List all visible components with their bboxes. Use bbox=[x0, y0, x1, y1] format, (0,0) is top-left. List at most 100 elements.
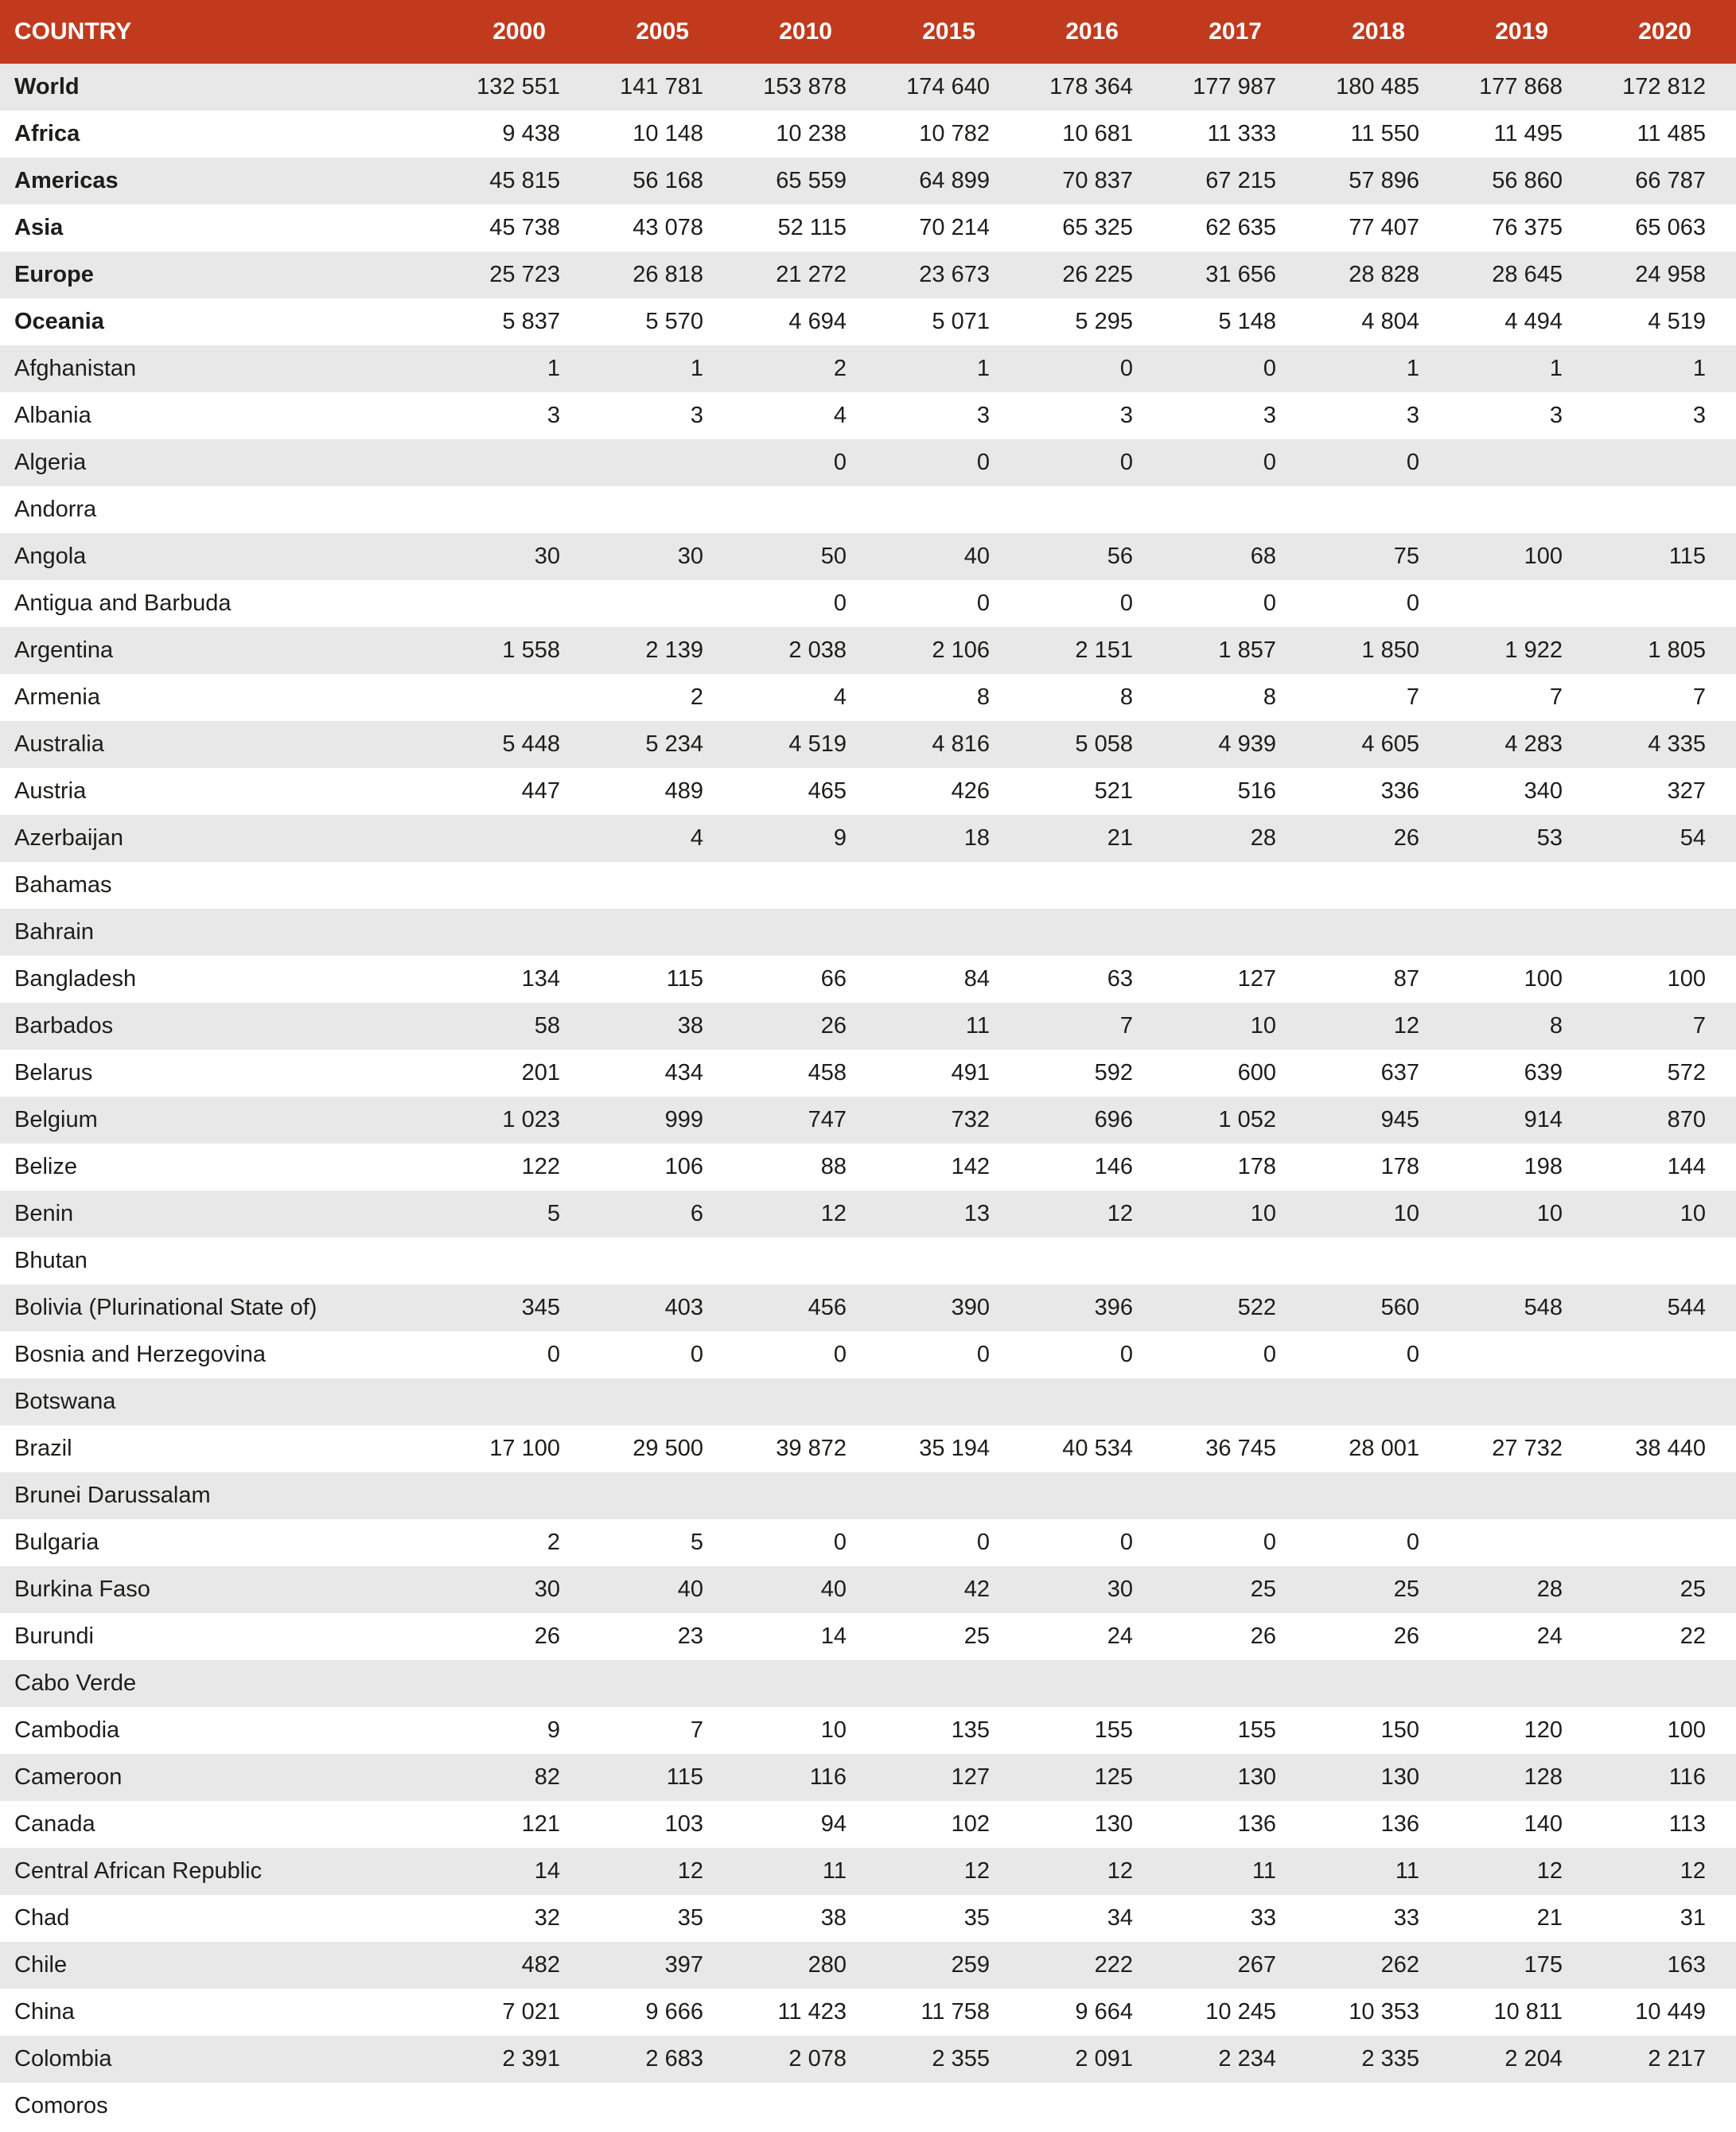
value-cell: 0 bbox=[1119, 356, 1133, 381]
value-cell bbox=[1020, 1237, 1163, 1284]
value-cell: 1 023 bbox=[502, 1107, 560, 1132]
value-cell: 7 bbox=[1692, 1013, 1706, 1039]
value-cell: 0 bbox=[833, 450, 847, 475]
value-cell: 23 bbox=[677, 1623, 703, 1649]
header-year-2005: 2005 bbox=[590, 0, 734, 64]
value-cell: 10 bbox=[820, 1717, 847, 1743]
value-cell: 8 bbox=[1119, 684, 1133, 710]
value-cell: 100 bbox=[1667, 966, 1706, 992]
value-cell: 144 bbox=[1667, 1154, 1706, 1179]
value-cell: 100 bbox=[1667, 1717, 1706, 1743]
value-cell bbox=[590, 1378, 734, 1425]
value-cell: 63 bbox=[1107, 966, 1133, 992]
value-cell: 13 bbox=[963, 1201, 990, 1226]
value-cell: 345 bbox=[521, 1295, 560, 1320]
value-cell: 77 407 bbox=[1349, 215, 1419, 240]
value-cell: 732 bbox=[951, 1107, 990, 1132]
value-cell: 465 bbox=[808, 778, 847, 804]
value-cell: 45 738 bbox=[489, 215, 560, 240]
value-cell: 130 bbox=[1094, 1811, 1133, 1837]
value-cell: 262 bbox=[1380, 1952, 1419, 1978]
value-cell: 0 bbox=[833, 1342, 847, 1367]
country-cell: China bbox=[14, 1999, 75, 2025]
value-cell: 592 bbox=[1094, 1060, 1133, 1085]
value-cell: 178 bbox=[1237, 1154, 1276, 1179]
value-cell: 24 bbox=[1536, 1623, 1563, 1649]
value-cell bbox=[1020, 1472, 1163, 1519]
table-row: Comoros bbox=[0, 2083, 1736, 2130]
table-row: Brunei Darussalam bbox=[0, 1472, 1736, 1519]
value-cell: 0 bbox=[1119, 1530, 1133, 1555]
value-cell: 140 bbox=[1524, 1811, 1563, 1837]
value-cell: 127 bbox=[1237, 966, 1276, 992]
value-cell bbox=[1450, 1237, 1593, 1284]
value-cell: 175 bbox=[1524, 1952, 1563, 1978]
table-row: Benin 5 6 12 13 12 10 10 10 10 bbox=[0, 1191, 1736, 1237]
table-row: Armenia 2 4 8 8 8 7 7 7 bbox=[0, 674, 1736, 721]
value-cell bbox=[590, 2083, 734, 2130]
country-cell: Brazil bbox=[14, 1436, 72, 1461]
country-cell: Argentina bbox=[14, 637, 114, 663]
country-cell: Africa bbox=[14, 121, 80, 146]
value-cell: 5 bbox=[547, 1201, 560, 1226]
value-cell: 45 815 bbox=[489, 168, 560, 193]
value-cell: 1 bbox=[1549, 356, 1563, 381]
value-cell: 201 bbox=[521, 1060, 560, 1085]
value-cell: 0 bbox=[1263, 1342, 1276, 1367]
value-cell: 2 391 bbox=[502, 2046, 560, 2072]
header-year-2017: 2017 bbox=[1163, 0, 1306, 64]
header-year-2000: 2000 bbox=[447, 0, 590, 64]
value-cell: 4 939 bbox=[1218, 731, 1276, 757]
value-cell: 12 bbox=[1393, 1013, 1419, 1039]
value-cell bbox=[590, 439, 734, 486]
value-cell: 12 bbox=[820, 1201, 847, 1226]
value-cell: 4 519 bbox=[1648, 309, 1706, 334]
country-cell: Belgium bbox=[14, 1107, 98, 1132]
value-cell bbox=[1593, 862, 1736, 909]
value-cell bbox=[590, 862, 734, 909]
value-cell: 1 bbox=[1692, 356, 1706, 381]
value-cell: 521 bbox=[1094, 778, 1133, 804]
value-cell: 3 bbox=[690, 403, 703, 428]
value-cell: 637 bbox=[1380, 1060, 1419, 1085]
table-row: Bhutan bbox=[0, 1237, 1736, 1284]
table-row: Chad 32 35 38 35 34 33 33 21 31 bbox=[0, 1895, 1736, 1942]
value-cell: 115 bbox=[666, 966, 703, 992]
table-row: Americas 45 815 56 168 65 559 64 899 70 837 67… bbox=[0, 158, 1736, 205]
value-cell: 4 605 bbox=[1361, 731, 1419, 757]
table-row: Burundi 26 23 14 25 24 26 26 24 22 bbox=[0, 1613, 1736, 1660]
value-cell bbox=[1306, 1378, 1450, 1425]
value-cell: 0 bbox=[1119, 590, 1133, 616]
value-cell: 11 bbox=[1251, 1858, 1276, 1884]
value-cell: 70 837 bbox=[1062, 168, 1133, 193]
value-cell: 198 bbox=[1524, 1154, 1563, 1179]
table-row: Bahrain bbox=[0, 909, 1736, 956]
value-cell bbox=[590, 1237, 734, 1284]
value-cell: 0 bbox=[1119, 450, 1133, 475]
value-cell: 56 860 bbox=[1492, 168, 1563, 193]
value-cell: 447 bbox=[521, 778, 560, 804]
value-cell: 3 bbox=[976, 403, 990, 428]
value-cell: 489 bbox=[664, 778, 703, 804]
value-cell bbox=[590, 486, 734, 533]
value-cell bbox=[1163, 1660, 1306, 1707]
value-cell: 222 bbox=[1094, 1952, 1133, 1978]
country-cell: Bulgaria bbox=[14, 1530, 99, 1555]
value-cell: 9 438 bbox=[502, 121, 560, 146]
value-cell: 54 bbox=[1680, 825, 1706, 851]
country-cell: Cabo Verde bbox=[14, 1670, 137, 1696]
value-cell: 572 bbox=[1667, 1060, 1706, 1085]
table-row: Colombia 2 391 2 683 2 078 2 355 2 091 2 234 2 … bbox=[0, 2036, 1736, 2083]
value-cell: 491 bbox=[951, 1060, 990, 1085]
value-cell: 122 bbox=[521, 1154, 560, 1179]
value-cell: 8 bbox=[976, 684, 990, 710]
value-cell: 57 896 bbox=[1349, 168, 1419, 193]
value-cell: 178 bbox=[1380, 1154, 1419, 1179]
value-cell bbox=[447, 815, 590, 862]
value-cell: 135 bbox=[951, 1717, 990, 1743]
country-cell: Barbados bbox=[14, 1013, 114, 1039]
table-row: Antigua and Barbuda 0 0 0 0 0 bbox=[0, 580, 1736, 627]
value-cell: 12 bbox=[1680, 1858, 1706, 1884]
value-cell: 67 215 bbox=[1205, 168, 1276, 193]
header-year-2019: 2019 bbox=[1450, 0, 1593, 64]
